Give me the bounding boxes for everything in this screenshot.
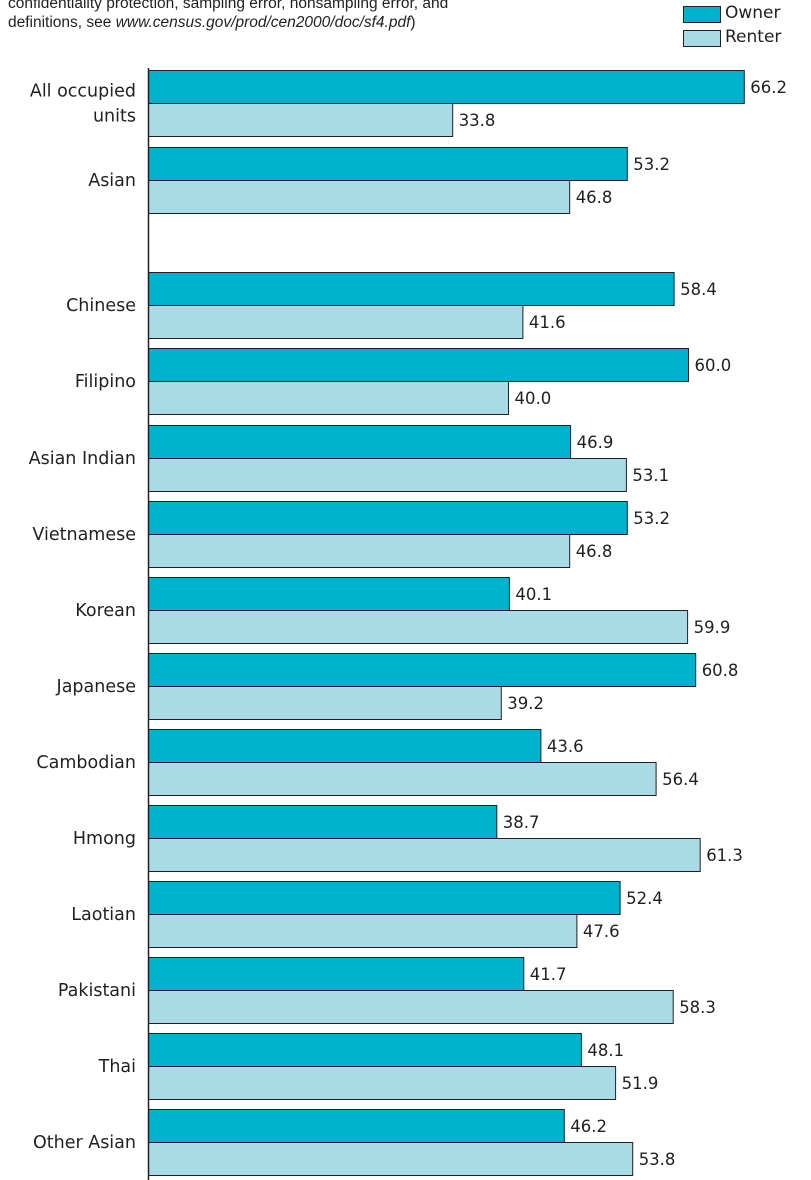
data-label-renter: 33.8 — [459, 111, 496, 130]
data-label-owner: 58.4 — [680, 280, 717, 299]
bar-renter — [148, 1066, 617, 1100]
bar-owner — [148, 805, 498, 839]
data-label-renter: 53.1 — [632, 466, 669, 485]
category-label: Laotian — [71, 905, 136, 925]
data-label-renter: 61.3 — [706, 846, 743, 865]
category-label: Asian Indian — [29, 449, 136, 469]
bar-owner — [148, 425, 572, 459]
data-label-owner: 53.2 — [633, 155, 670, 174]
legend-label-renter: Renter — [725, 27, 782, 47]
bar-renter — [148, 686, 502, 720]
category-label: units — [93, 107, 136, 127]
bar-owner — [148, 881, 621, 915]
legend-item-renter: Renter — [683, 27, 811, 49]
data-label-owner: 43.6 — [547, 737, 584, 756]
category-label: Filipino — [75, 372, 136, 392]
bar-owner — [148, 501, 628, 535]
bar-renter — [148, 990, 674, 1024]
source-note: confidentiality protection, sampling err… — [8, 0, 648, 32]
bar-owner — [148, 1109, 565, 1143]
category-label: All occupied — [30, 82, 136, 102]
data-label-owner: 66.2 — [750, 78, 787, 97]
source-note-close: ) — [410, 14, 416, 31]
data-label-owner: 60.8 — [702, 661, 739, 680]
data-label-renter: 51.9 — [622, 1074, 659, 1093]
bar-owner — [148, 653, 697, 687]
data-label-renter: 56.4 — [662, 770, 699, 789]
category-label: Hmong — [73, 829, 136, 849]
legend: Owner Renter — [683, 3, 811, 51]
data-label-owner: 46.2 — [570, 1117, 607, 1136]
bar-renter — [148, 610, 689, 644]
category-label: Japanese — [56, 677, 136, 697]
bar-renter — [148, 762, 657, 796]
bar-renter — [148, 381, 509, 415]
category-label: Vietnamese — [32, 525, 136, 545]
data-label-renter: 59.9 — [694, 618, 731, 637]
data-label-owner: 60.0 — [695, 356, 732, 375]
bar-owner — [148, 272, 675, 306]
bar-renter — [148, 838, 701, 872]
legend-item-owner: Owner — [683, 3, 811, 25]
data-label-renter: 40.0 — [515, 389, 552, 408]
category-label: Korean — [75, 601, 136, 621]
data-label-owner: 48.1 — [587, 1041, 624, 1060]
category-label: Chinese — [66, 296, 136, 316]
legend-swatch-renter — [683, 30, 721, 47]
legend-swatch-owner — [683, 6, 721, 23]
category-label: Pakistani — [58, 981, 136, 1001]
data-label-owner: 52.4 — [626, 889, 663, 908]
source-note-url[interactable]: www.census.gov/prod/cen2000/doc/sf4.pdf — [115, 14, 411, 31]
data-label-renter: 47.6 — [583, 922, 620, 941]
data-label-owner: 38.7 — [503, 813, 540, 832]
bar-owner — [148, 957, 525, 991]
bar-owner — [148, 729, 542, 763]
data-label-renter: 41.6 — [529, 313, 566, 332]
bar-owner — [148, 1033, 582, 1067]
source-note-text: definitions, see — [8, 14, 116, 31]
bar-owner — [148, 577, 510, 611]
bar-renter — [148, 458, 627, 492]
bar-renter — [148, 103, 454, 137]
bar-renter — [148, 914, 578, 948]
data-label-renter: 46.8 — [576, 542, 613, 561]
data-label-owner: 41.7 — [530, 965, 567, 984]
category-label: Asian — [88, 171, 136, 191]
data-label-owner: 40.1 — [515, 585, 552, 604]
data-label-owner: 53.2 — [633, 509, 670, 528]
bar-owner — [148, 70, 745, 104]
category-label: Thai — [98, 1057, 136, 1077]
category-label: Other Asian — [33, 1133, 136, 1153]
bar-renter — [148, 1142, 634, 1176]
source-note-line-2: definitions, see www.census.gov/prod/cen… — [8, 13, 648, 32]
legend-label-owner: Owner — [725, 3, 781, 23]
data-label-renter: 53.8 — [639, 1150, 676, 1169]
data-label-renter: 58.3 — [679, 998, 716, 1017]
data-label-renter: 39.2 — [507, 694, 544, 713]
bar-renter — [148, 180, 571, 214]
bar-renter — [148, 305, 524, 339]
bar-renter — [148, 534, 571, 568]
source-note-line-1: confidentiality protection, sampling err… — [8, 0, 449, 12]
bar-owner — [148, 348, 689, 382]
bar-owner — [148, 147, 628, 181]
category-label: Cambodian — [36, 753, 136, 773]
data-label-owner: 46.9 — [577, 433, 614, 452]
data-label-renter: 46.8 — [576, 188, 613, 207]
